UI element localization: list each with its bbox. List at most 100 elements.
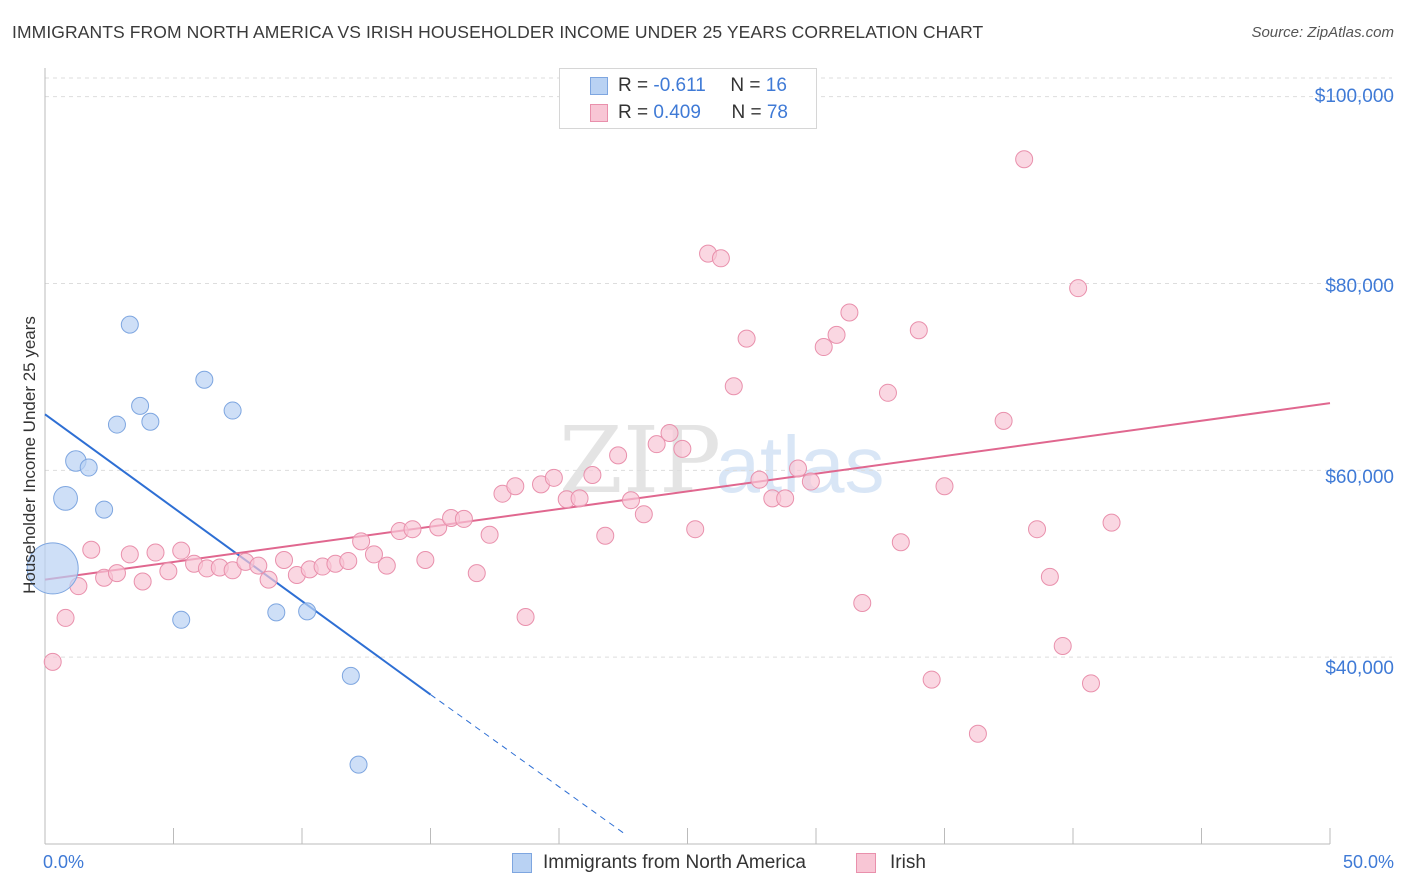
blue-data-point (349, 755, 368, 774)
pink-data-point (596, 526, 615, 545)
source-label: Source: ZipAtlas.com (1251, 24, 1394, 41)
legend-swatch-pink (856, 853, 876, 873)
pink-data-point (814, 338, 833, 357)
pink-data-point (994, 411, 1013, 430)
correlation-legend: R = -0.611 N = 16 R = 0.409 N = 78 (559, 68, 817, 129)
legend-n-value: 78 (766, 102, 788, 123)
pink-data-point (339, 551, 358, 570)
legend-label: Immigrants from North America (543, 852, 806, 873)
pink-data-point (56, 608, 75, 627)
pink-data-point (249, 556, 268, 575)
pink-data-point (737, 329, 756, 348)
blue-data-point (107, 415, 126, 434)
blue-data-point (298, 602, 317, 621)
pink-data-point (1081, 674, 1100, 693)
pink-data-point (377, 556, 396, 575)
pink-data-point (133, 572, 152, 591)
blue-trend-extension (430, 694, 627, 836)
pink-data-point (583, 466, 602, 485)
pink-data-point (922, 670, 941, 689)
blue-data-point (172, 610, 191, 629)
pink-data-point (454, 509, 473, 528)
blue-data-point (95, 500, 114, 519)
blue-data-point (131, 396, 150, 415)
pink-data-point (750, 470, 769, 489)
y-axis-label: Householder Income Under 25 years (20, 316, 39, 594)
legend-n-label: N = (731, 102, 767, 123)
pink-data-point (1028, 520, 1047, 539)
pink-data-point (647, 435, 666, 454)
pink-data-point (1069, 279, 1088, 298)
legend-row-irish: R = 0.409 N = 78 (590, 102, 788, 124)
legend-n-value: 16 (765, 75, 787, 96)
blue-data-point (341, 666, 360, 685)
pink-data-point (660, 423, 679, 442)
blue-data-point (79, 458, 98, 477)
trend-lines (44, 402, 1331, 836)
y-tick-label: $100,000 (1314, 86, 1394, 107)
blue-data-point (53, 485, 78, 511)
pink-data-point (275, 551, 294, 570)
pink-data-point (621, 491, 640, 510)
axes (44, 68, 1331, 845)
y-tick-label: $60,000 (1325, 467, 1394, 488)
pink-data-point (82, 540, 101, 559)
legend-swatch-blue (590, 77, 608, 95)
pink-data-point (43, 652, 62, 671)
pink-data-point (480, 525, 499, 544)
pink-data-point (891, 533, 910, 552)
pink-data-point (146, 543, 165, 562)
pink-data-point (711, 249, 730, 268)
pink-data-point (686, 520, 705, 539)
x-tick-label-min: 0.0% (43, 852, 85, 872)
pink-data-point (1040, 567, 1059, 586)
pink-data-point (506, 477, 525, 496)
blue-data-point (267, 603, 286, 622)
pink-data-point (840, 303, 859, 322)
legend-n-label: N = (730, 75, 766, 96)
pink-data-point (570, 489, 589, 508)
legend-r-label: R = (618, 75, 654, 96)
blue-data-point (195, 370, 214, 389)
pink-data-point (789, 459, 808, 478)
pink-data-point (724, 377, 743, 396)
chart-title: IMMIGRANTS FROM NORTH AMERICA VS IRISH H… (12, 22, 984, 42)
pink-data-point (878, 383, 897, 402)
blue-data-point (223, 401, 242, 420)
pink-data-point (1015, 150, 1034, 169)
pink-data-point (259, 570, 278, 589)
pink-data-point (801, 472, 820, 491)
data-points (26, 150, 1121, 774)
legend-swatch-blue (512, 853, 532, 873)
pink-data-point (352, 532, 371, 551)
pink-data-point (107, 564, 126, 583)
pink-data-point (159, 562, 178, 581)
pink-data-point (853, 593, 872, 612)
legend-r-value: -0.611 (653, 75, 706, 96)
pink-data-point (403, 520, 422, 539)
pink-data-point (1102, 513, 1121, 532)
pink-data-point (429, 518, 448, 537)
legend-r-label: R = (618, 102, 654, 123)
gridlines (45, 77, 1392, 658)
legend-r-value: 0.409 (653, 102, 701, 123)
pink-data-point (544, 468, 563, 487)
zipatlas-watermark: ZIP atlas (559, 407, 885, 514)
y-tick-label: $40,000 (1325, 658, 1394, 679)
legend-row-north-america: R = -0.611 N = 16 (590, 75, 787, 97)
blue-trend-line (44, 413, 432, 696)
pink-data-point (776, 489, 795, 508)
pink-trend-line (44, 402, 1331, 581)
pink-data-point (827, 325, 846, 344)
pink-data-point (467, 564, 486, 583)
pink-data-point (172, 541, 191, 560)
pink-data-point (416, 551, 435, 570)
pink-data-point (673, 439, 692, 458)
legend-label: Irish (890, 852, 926, 873)
legend-swatch-pink (590, 104, 608, 122)
pink-data-point (1053, 636, 1072, 655)
blue-data-point (141, 412, 160, 431)
pink-data-point (120, 545, 139, 564)
y-tick-label: $80,000 (1325, 276, 1394, 297)
